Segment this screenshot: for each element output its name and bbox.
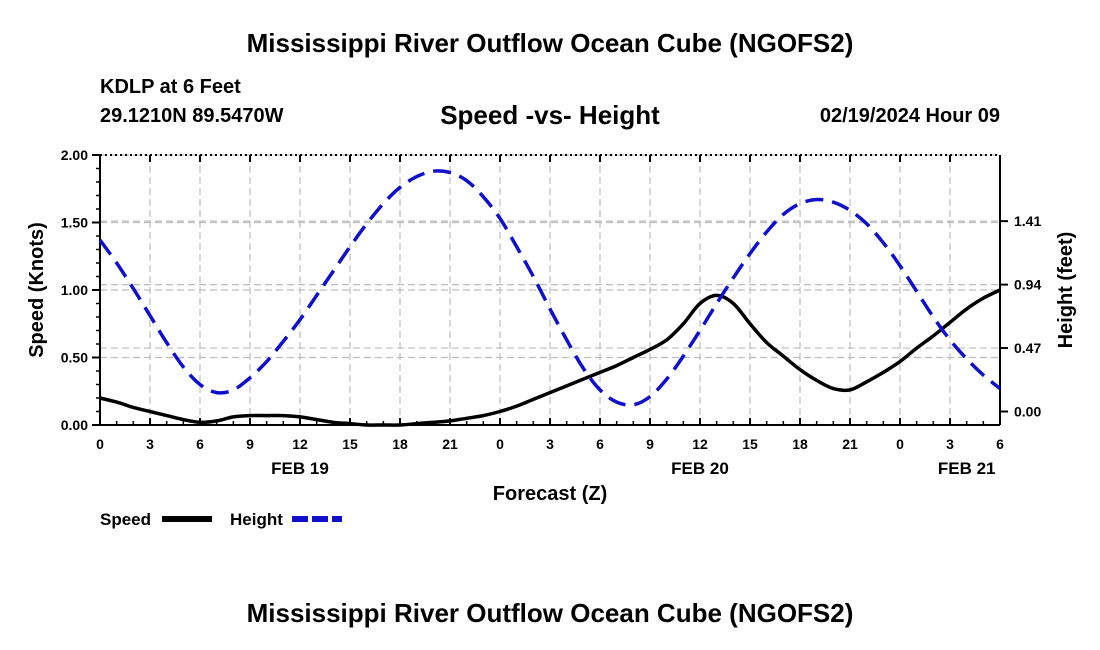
x-tick-label: 6 [996,436,1004,452]
y-right-tick-label: 0.00 [1014,404,1041,420]
x-tick-label: 3 [546,436,554,452]
height-series-line [98,169,1002,407]
coordinates-label: 29.1210N 89.5470W [100,105,284,127]
x-tick-label: 0 [896,436,904,452]
x-tick-label: 12 [292,436,308,452]
y-left-tick-label: 1.50 [61,215,88,231]
x-tick-label: 18 [392,436,408,452]
x-tick-label: 3 [146,436,154,452]
footer-title: Mississippi River Outflow Ocean Cube (NG… [246,598,854,628]
x-tick-label: 9 [246,436,254,452]
legend-speed-label: Speed [100,510,151,529]
x-tick-label: 3 [946,436,954,452]
y-left-tick-label: 1.00 [61,282,88,298]
y-left-tick-label: 2.00 [61,147,88,163]
x-tick-label: 15 [742,436,758,452]
x-tick-label: 6 [596,436,604,452]
y-left-axis-title: Speed (Knots) [26,222,48,358]
y-right-tick-label: 1.41 [1014,213,1041,229]
x-tick-label: 21 [842,436,858,452]
x-tick-label: 0 [496,436,504,452]
x-axis-title: Forecast (Z) [493,483,607,505]
x-tick-label: 21 [442,436,458,452]
x-tick-label: 12 [692,436,708,452]
x-date-label: FEB 21 [938,459,996,478]
speed-series-line [99,288,1001,427]
chart-subtitle: Speed -vs- Height [440,100,660,130]
x-tick-label: 6 [196,436,204,452]
legend-height-label: Height [230,510,283,529]
x-date-label: FEB 20 [671,459,729,478]
x-date-label: FEB 19 [271,459,329,478]
y-right-tick-label: 0.94 [1014,277,1041,293]
x-tick-label: 18 [792,436,808,452]
y-left-tick-label: 0.50 [61,350,88,366]
main-title: Mississippi River Outflow Ocean Cube (NG… [246,28,854,58]
x-tick-label: 9 [646,436,654,452]
forecast-date-label: 02/19/2024 Hour 09 [819,105,1000,127]
y-right-tick-label: 0.47 [1014,340,1041,356]
x-tick-label: 15 [342,436,358,452]
station-label: KDLP at 6 Feet [100,76,241,98]
y-left-tick-label: 0.00 [61,417,88,433]
y-right-axis-title: Height (feet) [1055,232,1077,349]
x-tick-label: 0 [96,436,104,452]
